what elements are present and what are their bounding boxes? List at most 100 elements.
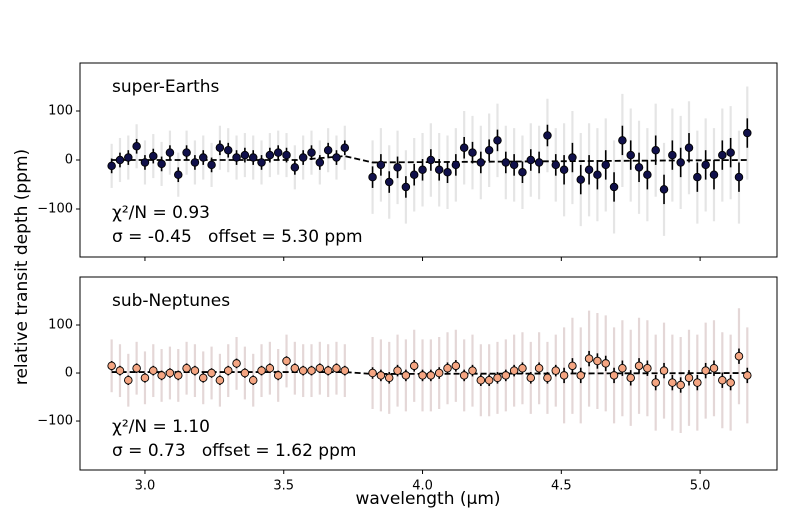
data-point: [282, 356, 291, 366]
data-point: [298, 153, 308, 162]
data-point: [182, 148, 191, 157]
data-point: [526, 373, 536, 383]
data-point: [215, 375, 225, 385]
y-tick-label: −100: [37, 201, 73, 216]
data-point: [418, 371, 427, 380]
data-point: [543, 373, 552, 383]
data-point: [340, 366, 350, 375]
data-point: [468, 366, 477, 375]
data-point: [332, 363, 341, 373]
data-point: [368, 368, 377, 378]
data-point: [207, 160, 216, 170]
data-point: [618, 363, 627, 373]
data-point: [223, 366, 233, 375]
data-point: [149, 151, 158, 161]
data-point: [290, 363, 300, 373]
data-point: [584, 165, 594, 175]
data-point: [393, 366, 402, 375]
data-point: [223, 145, 233, 155]
data-point: [115, 366, 125, 375]
data-point: [273, 371, 283, 380]
data-point: [626, 373, 635, 383]
data-point: [376, 371, 386, 380]
y-tick-label: 0: [65, 366, 73, 381]
data-point: [651, 378, 660, 387]
data-point: [157, 159, 166, 169]
data-point: [232, 153, 241, 162]
data-point: [476, 375, 486, 385]
data-point: [684, 373, 694, 383]
data-point: [451, 160, 461, 170]
x-tick-label: 4.5: [551, 479, 572, 494]
data-point: [157, 371, 166, 380]
sigma-annotation: σ = -0.45 offset = 5.30 ppm: [112, 227, 363, 247]
panel-label: sub-Neptunes: [112, 291, 230, 311]
data-point: [451, 361, 461, 371]
data-point: [434, 165, 444, 175]
data-point: [518, 167, 527, 177]
data-point: [609, 371, 619, 380]
data-point: [593, 356, 602, 366]
data-point: [368, 172, 377, 182]
data-point: [509, 366, 519, 375]
data-point: [174, 371, 183, 380]
data-point: [443, 363, 452, 373]
data-point: [207, 368, 216, 378]
data-point: [693, 172, 702, 182]
x-axis-label: wavelength (µm): [355, 489, 500, 509]
data-point: [323, 366, 333, 375]
x-tick-label: 5.0: [690, 479, 711, 494]
data-point: [484, 375, 494, 385]
data-point: [551, 160, 561, 170]
data-point: [124, 375, 133, 385]
data-point: [584, 354, 594, 363]
data-point: [290, 163, 300, 172]
data-point: [323, 145, 333, 155]
data-point: [401, 371, 411, 380]
data-point: [668, 378, 677, 387]
data-point: [493, 373, 502, 383]
data-point: [709, 363, 719, 373]
data-point: [257, 366, 266, 375]
data-point: [643, 363, 652, 373]
data-point: [459, 371, 469, 380]
y-axis-label: relative transit depth (ppm): [12, 149, 32, 385]
data-point: [124, 153, 133, 162]
data-point: [676, 380, 685, 390]
data-point: [509, 160, 519, 170]
data-point: [526, 155, 536, 165]
data-point: [165, 148, 175, 157]
data-point: [198, 373, 208, 383]
data-point: [190, 158, 200, 167]
data-point: [484, 145, 494, 155]
data-point: [307, 366, 316, 375]
data-point: [232, 359, 241, 368]
data-point: [107, 161, 116, 171]
data-point: [240, 150, 250, 160]
data-point: [559, 165, 569, 175]
data-point: [543, 131, 552, 140]
data-point: [518, 363, 527, 373]
data-point: [140, 373, 150, 383]
y-tick-label: 0: [65, 153, 73, 168]
chi2-annotation: χ²/N = 1.10: [112, 417, 210, 437]
data-point: [265, 150, 275, 160]
sigma-annotation: σ = 0.73 offset = 1.62 ppm: [112, 441, 356, 461]
data-point: [182, 363, 191, 373]
data-point: [501, 158, 511, 167]
data-point: [332, 153, 341, 162]
data-point: [468, 148, 477, 157]
data-point: [493, 136, 502, 145]
data-point: [668, 150, 677, 160]
data-point: [248, 153, 258, 162]
data-point: [443, 167, 452, 177]
data-point: [634, 163, 644, 172]
data-point: [659, 366, 669, 375]
data-point: [576, 371, 586, 380]
data-point: [559, 371, 569, 380]
data-point: [107, 361, 116, 371]
data-point: [743, 371, 752, 380]
data-point: [273, 148, 283, 157]
data-point: [240, 368, 250, 378]
data-point: [718, 150, 727, 160]
